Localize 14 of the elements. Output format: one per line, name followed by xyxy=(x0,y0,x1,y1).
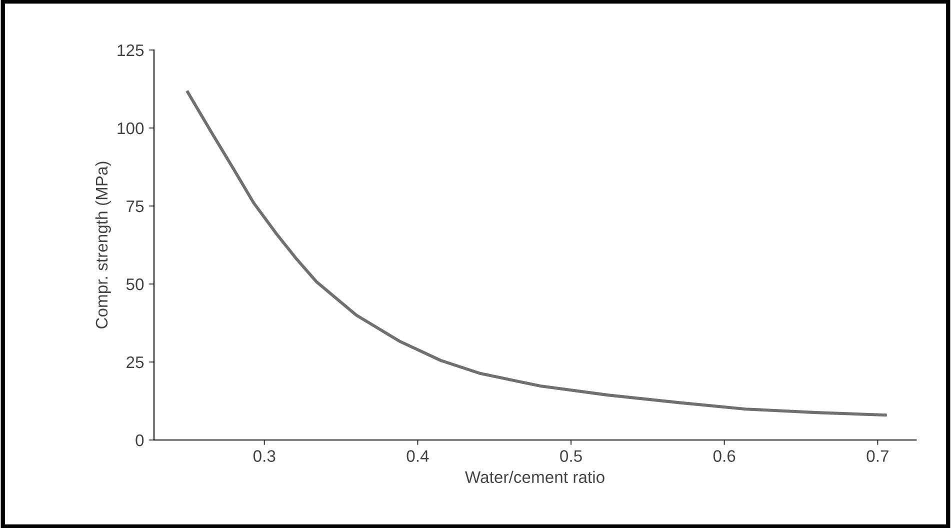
y-tick-label: 100 xyxy=(118,122,144,134)
x-axis-title: Water/cement ratio xyxy=(464,470,604,484)
x-tick-label: 0.5 xyxy=(560,450,582,462)
x-tick-label: 0.7 xyxy=(866,450,888,462)
y-axis-title: Compr. strength (MPa) xyxy=(95,162,111,328)
y-tick-label: 125 xyxy=(118,44,144,56)
y-tick-label: 0 xyxy=(136,434,144,446)
line-series xyxy=(186,90,887,417)
y-tick-label: 25 xyxy=(126,356,144,368)
y-tick-label: 75 xyxy=(126,200,144,212)
y-tick-label: 50 xyxy=(126,278,144,290)
x-tick-label: 0.4 xyxy=(406,450,429,462)
x-tick-label: 0.3 xyxy=(253,450,276,462)
x-tick-label: 0.6 xyxy=(713,450,736,462)
